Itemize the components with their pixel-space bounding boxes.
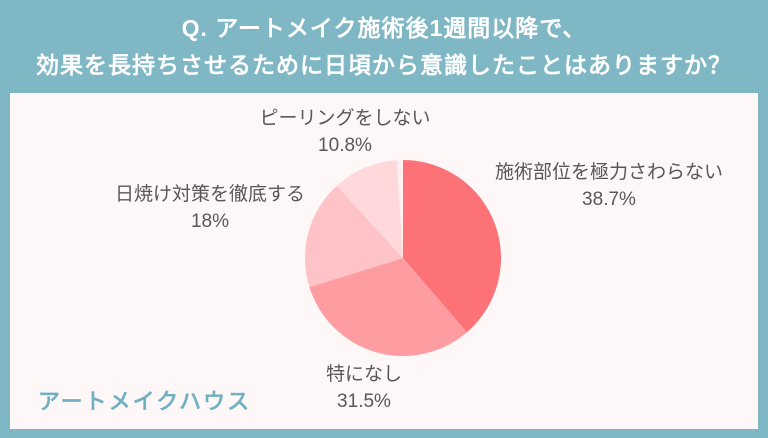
chart-panel: ピーリングをしない 10.8% 施術部位を極力さわらない 38.7% 日焼け対策… [10, 93, 758, 429]
pie-slice-4 [396, 159, 403, 258]
slice-label-peeling-text: ピーリングをしない [259, 108, 431, 129]
slice-label-peeling-pct: 10.8% [318, 135, 372, 156]
question-header-line2: 効果を長持ちさせるために日頃から意識したことはありますか？ [36, 51, 732, 78]
slice-label-nothing-pct: 31.5% [337, 391, 391, 412]
pie-slice-2 [304, 185, 403, 288]
slice-label-no-touch-pct: 38.7% [582, 189, 636, 210]
pie-slice-0 [403, 160, 502, 333]
slice-label-peeling: ピーリングをしない 10.8% [259, 105, 430, 159]
slice-label-no-touch: 施術部位を極力さわらない 38.7% [495, 159, 723, 213]
brand-logo-text: アートメイクハウス [38, 389, 252, 414]
question-header-line1: Q. アートメイク施術後1週間以降で、 [181, 14, 587, 41]
slice-label-sunscreen: 日焼け対策を徹底する 18% [115, 181, 305, 235]
slice-label-nothing: 特になし 31.5% [326, 361, 402, 415]
pie-chart [304, 159, 502, 357]
pie-slice-3 [336, 160, 403, 258]
pie-slice-1 [309, 258, 467, 357]
slice-label-nothing-text: 特になし [325, 364, 403, 385]
question-header: Q. アートメイク施術後1週間以降で、 効果を長持ちさせるために日頃から意識した… [0, 0, 768, 93]
slice-label-sunscreen-text: 日焼け対策を徹底する [114, 184, 306, 205]
slice-label-sunscreen-pct: 18% [190, 211, 230, 232]
slice-label-no-touch-text: 施術部位を極力さわらない [494, 162, 724, 183]
